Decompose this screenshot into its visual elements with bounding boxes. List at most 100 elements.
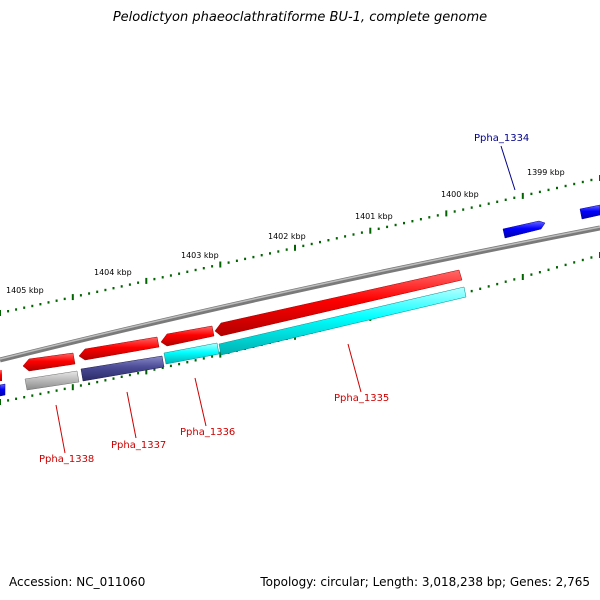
outer-tick-48 xyxy=(394,223,397,227)
inner-tick-19 xyxy=(153,368,156,371)
inner-tick-24 xyxy=(194,359,197,362)
outer-tick-30 xyxy=(244,257,247,261)
leader-ppha-1337 xyxy=(126,391,137,439)
gene-arrow-ppha-1338[interactable] xyxy=(22,352,76,372)
outer-tick-63 xyxy=(521,192,524,199)
genome-backbone-highlight xyxy=(0,226,600,360)
outer-tick-71 xyxy=(590,178,593,182)
inner-tick-12 xyxy=(96,380,99,384)
outer-tick-66 xyxy=(547,188,550,192)
outer-tick-64 xyxy=(530,192,533,196)
scale-label-1403: 1403 kbp xyxy=(181,251,219,260)
outer-tick-60 xyxy=(496,200,499,203)
outer-tick-0 xyxy=(0,310,1,316)
feature-ppha-1335[interactable] xyxy=(218,286,467,356)
outer-tick-15 xyxy=(120,285,123,288)
gene-arrow-ppha-1335[interactable] xyxy=(214,269,463,337)
outer-tick-20 xyxy=(161,276,164,279)
inner-tick-0 xyxy=(0,399,1,405)
outer-tick-38 xyxy=(310,242,313,246)
gene-arrow-offscreen-left[interactable] xyxy=(0,383,6,397)
outer-tick-21 xyxy=(169,274,172,277)
inner-tick-64 xyxy=(530,273,533,276)
leader-ppha-1338 xyxy=(55,404,66,454)
gene-label-ppha-1335[interactable]: Ppha_1335 xyxy=(334,393,389,404)
gene-label-ppha-1338[interactable]: Ppha_1338 xyxy=(39,454,94,465)
outer-tick-2 xyxy=(15,308,18,311)
forward-strand-features xyxy=(0,204,600,397)
outer-tick-6 xyxy=(47,301,50,304)
feature-row xyxy=(24,286,467,391)
feature-ppha-1336[interactable] xyxy=(163,342,220,365)
outer-tick-34 xyxy=(277,250,280,253)
outer-tick-42 xyxy=(344,235,347,238)
gene-label-ppha-1337[interactable]: Ppha_1337 xyxy=(111,440,166,451)
outer-tick-24 xyxy=(194,268,197,272)
inner-tick-10 xyxy=(79,384,82,387)
outer-tick-39 xyxy=(319,240,321,244)
inner-tick-7 xyxy=(55,389,58,392)
inner-tick-23 xyxy=(186,361,189,364)
inner-tick-17 xyxy=(137,372,140,375)
outer-tick-16 xyxy=(128,283,131,286)
inner-tick-11 xyxy=(88,382,91,385)
outer-tick-7 xyxy=(55,299,58,302)
outer-tick-51 xyxy=(419,218,422,221)
outer-tick-53 xyxy=(436,214,439,217)
outer-tick-28 xyxy=(227,261,230,264)
label-leaders xyxy=(55,145,516,454)
outer-tick-36 xyxy=(294,244,296,251)
gene-labels: Ppha_1334 Ppha_1335 Ppha_1336 Ppha_1337 … xyxy=(39,133,529,465)
inner-tick-67 xyxy=(556,266,558,269)
outer-tick-65 xyxy=(538,190,541,194)
outer-tick-33 xyxy=(269,252,271,255)
outer-tick-55 xyxy=(453,210,456,213)
inner-tick-14 xyxy=(112,377,115,380)
gene-label-ppha-1336[interactable]: Ppha_1336 xyxy=(180,427,235,438)
inner-tick-62 xyxy=(513,278,516,281)
scale-label-1399: 1399 kbp xyxy=(527,168,565,177)
inner-tick-26 xyxy=(211,355,214,358)
outer-tick-31 xyxy=(252,255,255,259)
gene-arrow-ppha-1334[interactable] xyxy=(502,220,546,239)
outer-tick-9 xyxy=(71,294,74,301)
gene-arrow-offscreen-left-red[interactable] xyxy=(0,370,2,381)
feature-ppha-1337[interactable] xyxy=(80,355,165,382)
inner-tick-68 xyxy=(564,263,567,267)
leader-ppha-1334 xyxy=(500,145,516,191)
outer-tick-67 xyxy=(556,186,558,190)
outer-tick-5 xyxy=(39,303,42,306)
outer-tick-45 xyxy=(369,227,372,234)
inner-tick-5 xyxy=(39,392,42,396)
inner-tick-6 xyxy=(47,391,50,394)
outer-tick-40 xyxy=(327,239,330,242)
outer-tick-41 xyxy=(335,237,338,240)
outer-tick-50 xyxy=(411,220,414,223)
accession-text: Accession: NC_011060 xyxy=(9,575,146,589)
outer-tick-37 xyxy=(302,244,305,248)
outer-tick-3 xyxy=(23,306,26,309)
scale-label-1404: 1404 kbp xyxy=(94,268,132,277)
genome-backbone xyxy=(0,225,600,363)
gene-arrow-ppha-1337[interactable] xyxy=(78,336,160,361)
gene-arrow-offscreen-right[interactable] xyxy=(579,204,600,220)
outer-tick-49 xyxy=(403,221,405,225)
inner-tick-9 xyxy=(71,384,74,391)
outer-tick-27 xyxy=(219,261,222,268)
inner-tick-27 xyxy=(219,351,222,358)
outer-tick-29 xyxy=(235,259,238,262)
outer-tick-row xyxy=(0,175,600,316)
inner-tick-66 xyxy=(547,268,550,271)
inner-tick-71 xyxy=(590,256,593,259)
scale-label-1401: 1401 kbp xyxy=(355,212,393,221)
outer-tick-14 xyxy=(112,287,115,290)
gene-arrow-ppha-1336[interactable] xyxy=(160,325,215,347)
feature-ppha-1338[interactable] xyxy=(24,370,80,391)
outer-tick-70 xyxy=(581,180,584,184)
scale-label-1405: 1405 kbp xyxy=(6,286,44,295)
gene-label-ppha-1334[interactable]: Ppha_1334 xyxy=(474,133,529,144)
inner-tick-63 xyxy=(521,274,524,280)
outer-tick-46 xyxy=(377,227,380,230)
inner-tick-2 xyxy=(15,397,18,400)
